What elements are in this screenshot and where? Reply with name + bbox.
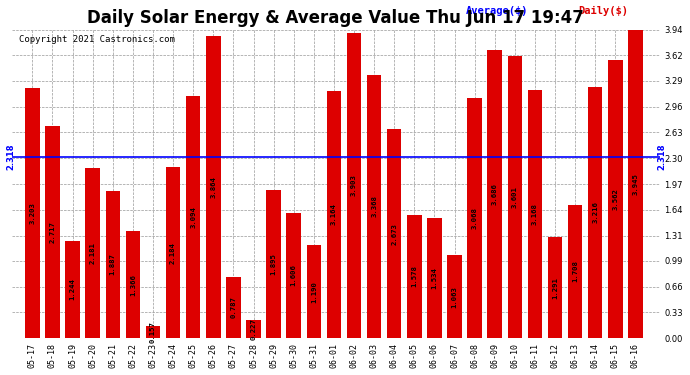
Bar — [306, 245, 321, 338]
Text: 1.366: 1.366 — [130, 274, 136, 296]
Bar — [588, 87, 602, 338]
Text: 2.673: 2.673 — [391, 223, 397, 245]
Text: Average($): Average($) — [465, 6, 528, 16]
Bar — [447, 255, 462, 338]
Bar — [266, 190, 281, 338]
Bar — [628, 30, 642, 338]
Text: 3.903: 3.903 — [351, 175, 357, 196]
Text: 1.291: 1.291 — [552, 277, 558, 298]
Bar — [367, 75, 382, 338]
Bar — [206, 36, 221, 338]
Bar — [387, 129, 402, 338]
Text: 3.945: 3.945 — [633, 173, 638, 195]
Text: 1.063: 1.063 — [451, 286, 457, 308]
Bar — [286, 213, 301, 338]
Bar — [46, 126, 60, 338]
Bar — [226, 277, 241, 338]
Text: 2.717: 2.717 — [50, 221, 55, 243]
Text: 1.606: 1.606 — [290, 264, 297, 286]
Text: 1.190: 1.190 — [310, 281, 317, 303]
Text: 3.094: 3.094 — [190, 206, 196, 228]
Text: 1.244: 1.244 — [70, 279, 76, 300]
Text: 0.227: 0.227 — [250, 318, 257, 340]
Bar — [186, 96, 200, 338]
Title: Daily Solar Energy & Average Value Thu Jun 17 19:47: Daily Solar Energy & Average Value Thu J… — [88, 9, 584, 27]
Bar — [146, 326, 160, 338]
Text: 1.887: 1.887 — [110, 254, 116, 275]
Bar — [326, 91, 341, 338]
Bar — [548, 237, 562, 338]
Text: 1.708: 1.708 — [572, 261, 578, 282]
Bar — [608, 60, 622, 338]
Text: 3.562: 3.562 — [612, 188, 618, 210]
Bar — [246, 320, 261, 338]
Text: Daily($): Daily($) — [579, 6, 629, 16]
Text: 1.578: 1.578 — [411, 266, 417, 287]
Text: 0.787: 0.787 — [230, 297, 237, 318]
Bar — [166, 167, 180, 338]
Text: 3.164: 3.164 — [331, 204, 337, 225]
Bar — [126, 231, 140, 338]
Bar — [568, 205, 582, 338]
Bar — [407, 215, 422, 338]
Text: 1.895: 1.895 — [270, 253, 277, 275]
Text: 3.068: 3.068 — [472, 207, 477, 229]
Text: 3.216: 3.216 — [592, 201, 598, 223]
Text: 1.534: 1.534 — [431, 267, 437, 289]
Text: 3.168: 3.168 — [532, 203, 538, 225]
Text: 0.157: 0.157 — [150, 321, 156, 343]
Bar — [106, 190, 120, 338]
Bar — [25, 88, 39, 338]
Text: 3.686: 3.686 — [492, 183, 497, 205]
Bar — [508, 57, 522, 338]
Bar — [528, 90, 542, 338]
Text: 2.181: 2.181 — [90, 242, 96, 264]
Text: 3.601: 3.601 — [512, 186, 518, 208]
Bar — [66, 241, 80, 338]
Bar — [347, 33, 362, 338]
Bar — [488, 50, 502, 338]
Bar — [427, 218, 442, 338]
Text: Copyright 2021 Castronics.com: Copyright 2021 Castronics.com — [19, 34, 175, 44]
Bar — [467, 98, 482, 338]
Text: 3.368: 3.368 — [371, 195, 377, 217]
Text: 3.203: 3.203 — [30, 202, 35, 224]
Text: 2.184: 2.184 — [170, 242, 176, 264]
Text: 2.318: 2.318 — [7, 144, 16, 170]
Bar — [86, 168, 100, 338]
Text: 2.318: 2.318 — [658, 144, 667, 170]
Text: 3.864: 3.864 — [210, 176, 216, 198]
